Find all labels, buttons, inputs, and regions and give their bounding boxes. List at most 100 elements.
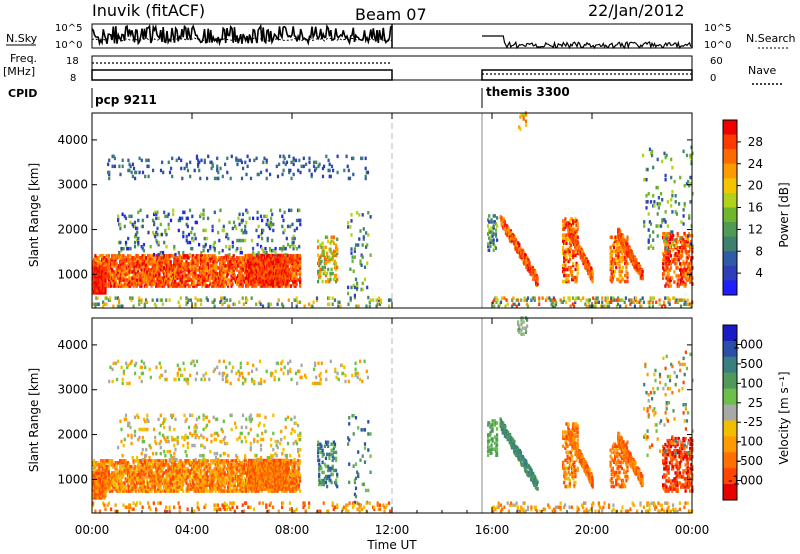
power-cell bbox=[665, 276, 668, 280]
power-cell bbox=[299, 280, 302, 284]
power-cell bbox=[185, 238, 188, 243]
power-cell bbox=[356, 287, 359, 292]
power-cell bbox=[295, 276, 298, 280]
power-cell bbox=[252, 263, 255, 268]
power-cell bbox=[490, 226, 493, 230]
power-cell bbox=[161, 302, 164, 306]
power-cell bbox=[361, 156, 364, 161]
power-cell bbox=[274, 284, 277, 288]
power-cell bbox=[97, 264, 100, 268]
power-cell bbox=[576, 227, 579, 231]
power-cell bbox=[682, 149, 685, 154]
power-cell bbox=[115, 262, 118, 266]
power-cell bbox=[213, 298, 216, 302]
power-cell bbox=[98, 264, 101, 268]
power-cell bbox=[143, 260, 146, 264]
power-cell bbox=[587, 298, 590, 302]
power-cell bbox=[571, 234, 574, 238]
power-cell bbox=[284, 259, 287, 264]
power-cell bbox=[165, 232, 168, 237]
power-cell bbox=[186, 280, 189, 284]
power-cell bbox=[263, 156, 266, 161]
velocity-cell bbox=[106, 481, 109, 485]
power-cell bbox=[299, 170, 302, 175]
power-cell bbox=[93, 289, 96, 293]
power-cell bbox=[225, 274, 229, 278]
power-cell bbox=[171, 174, 174, 179]
power-cell bbox=[292, 268, 295, 272]
power-cell bbox=[203, 236, 206, 241]
power-cell bbox=[664, 304, 667, 308]
velocity-cell bbox=[141, 473, 144, 477]
power-cell bbox=[575, 233, 578, 237]
power-cell bbox=[662, 274, 665, 278]
power-cell bbox=[158, 266, 161, 270]
power-cell bbox=[257, 261, 260, 266]
power-cell bbox=[609, 245, 612, 250]
power-cell bbox=[329, 174, 332, 179]
power-cell bbox=[662, 266, 665, 270]
power-cell bbox=[248, 268, 251, 272]
power-cell bbox=[652, 296, 656, 300]
power-cell bbox=[119, 222, 122, 227]
power-cell bbox=[220, 274, 223, 278]
power-cell bbox=[142, 258, 145, 262]
power-cell bbox=[319, 269, 322, 274]
power-cell bbox=[207, 248, 210, 253]
power-cell bbox=[185, 296, 188, 300]
power-cell bbox=[299, 278, 302, 282]
power-cell bbox=[192, 260, 195, 264]
power-cell bbox=[179, 274, 182, 278]
velocity-cell bbox=[108, 485, 112, 489]
power-cell bbox=[668, 250, 671, 254]
power-cell bbox=[131, 270, 134, 274]
power-cell bbox=[193, 232, 196, 237]
power-cell bbox=[553, 304, 557, 308]
power-cell bbox=[582, 296, 585, 300]
power-cell bbox=[180, 266, 184, 270]
power-cell bbox=[167, 222, 170, 227]
power-cell bbox=[331, 296, 334, 300]
power-cell bbox=[181, 216, 184, 221]
power-cell bbox=[155, 274, 158, 278]
power-cell bbox=[538, 296, 541, 300]
power-cell bbox=[157, 270, 160, 274]
power-cell bbox=[275, 263, 278, 268]
power-cell bbox=[157, 282, 160, 286]
power-cell bbox=[667, 252, 670, 256]
power-cell bbox=[104, 291, 107, 295]
velocity-cell bbox=[130, 471, 133, 475]
power-cell bbox=[666, 270, 669, 274]
power-cell bbox=[93, 281, 96, 285]
power-cell bbox=[135, 278, 139, 282]
power-cell bbox=[327, 259, 330, 264]
power-cell bbox=[506, 302, 509, 306]
velocity-cell bbox=[121, 465, 124, 469]
power-cell bbox=[161, 160, 164, 165]
power-cell bbox=[576, 235, 579, 239]
power-cell bbox=[157, 276, 160, 280]
power-cell bbox=[124, 256, 127, 260]
power-cell bbox=[670, 175, 673, 180]
power-cell bbox=[184, 266, 187, 270]
power-cell bbox=[235, 226, 238, 231]
power-cell bbox=[546, 296, 549, 300]
power-cell bbox=[510, 239, 513, 243]
power-cell bbox=[330, 267, 333, 272]
power-cell bbox=[124, 282, 127, 286]
power-cell bbox=[257, 172, 260, 177]
power-cell bbox=[299, 276, 302, 280]
power-cell bbox=[523, 296, 526, 300]
power-cell bbox=[192, 272, 195, 276]
power-cell bbox=[123, 284, 126, 288]
power-cell bbox=[114, 278, 117, 282]
power-cell bbox=[157, 262, 160, 266]
power-cell bbox=[312, 160, 316, 165]
velocity-cell bbox=[137, 463, 140, 467]
power-cell bbox=[141, 170, 145, 175]
power-cell bbox=[630, 298, 633, 302]
power-cell bbox=[353, 255, 356, 259]
power-cell bbox=[676, 252, 679, 256]
power-cell bbox=[106, 266, 109, 270]
power-cell bbox=[259, 261, 262, 266]
